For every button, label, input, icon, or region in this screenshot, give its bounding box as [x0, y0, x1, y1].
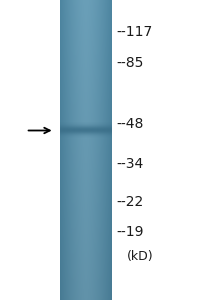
Text: --34: --34: [117, 157, 144, 170]
Text: --85: --85: [117, 56, 144, 70]
Text: --117: --117: [117, 25, 153, 38]
Text: --19: --19: [117, 226, 144, 239]
Text: (kD): (kD): [127, 250, 154, 263]
Text: --48: --48: [117, 118, 144, 131]
Text: --22: --22: [117, 196, 144, 209]
